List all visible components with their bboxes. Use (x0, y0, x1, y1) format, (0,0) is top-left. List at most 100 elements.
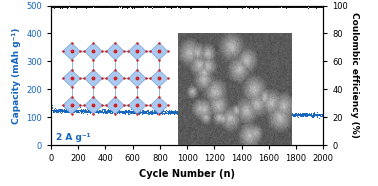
Point (265, 115, 271, 118)
Point (96, 109, 102, 112)
Point (280, 4, 287, 7)
Point (248, 111, 254, 114)
Point (142, 111, 148, 114)
Point (279, 4, 285, 7)
Point (296, 113, 302, 116)
Point (67, 111, 73, 114)
Point (212, 112, 218, 115)
Point (240, 110, 246, 113)
Point (234, 5, 240, 8)
Point (142, 4, 148, 7)
Point (301, 113, 307, 116)
Point (153, 109, 159, 112)
Point (182, 6, 188, 9)
Point (59, 5, 65, 8)
Point (91, 4, 97, 7)
Point (313, 113, 319, 116)
Point (65, 5, 71, 8)
Point (100, 112, 106, 115)
Point (263, 111, 270, 114)
Point (142, 5, 148, 8)
Point (70, 5, 76, 8)
Point (74, 4, 80, 7)
Point (87, 4, 93, 7)
Point (197, 111, 203, 114)
Point (209, 5, 215, 8)
Point (245, 112, 251, 115)
Point (319, 5, 325, 8)
Point (122, 5, 128, 8)
Point (124, 110, 130, 113)
Point (288, 112, 294, 115)
Point (245, 112, 251, 115)
Point (151, 108, 157, 111)
Point (271, 111, 277, 114)
Point (291, 112, 297, 115)
Point (303, 4, 309, 7)
Point (70, 110, 76, 113)
Point (189, 5, 195, 8)
Point (275, 113, 281, 116)
Point (94, 4, 101, 7)
Point (150, 4, 156, 7)
Point (166, 109, 172, 112)
Point (260, 113, 266, 116)
Point (302, 5, 308, 8)
Point (170, 110, 177, 113)
Point (140, 109, 146, 112)
Point (153, 5, 160, 8)
Point (88, 4, 94, 7)
Point (78, 111, 84, 114)
Point (251, 110, 257, 113)
Point (185, 110, 191, 113)
Point (100, 5, 106, 8)
Point (90, 109, 96, 112)
Point (249, 4, 255, 7)
Point (254, 5, 260, 8)
Point (266, 113, 273, 116)
Point (242, 4, 248, 7)
Point (286, 113, 292, 116)
Point (252, 110, 258, 113)
Point (83, 4, 89, 7)
Point (260, 113, 266, 116)
Point (190, 4, 196, 7)
Point (298, 113, 304, 116)
Point (217, 6, 223, 9)
Point (86, 109, 92, 112)
Point (95, 5, 101, 8)
Point (288, 5, 294, 8)
Point (255, 6, 261, 9)
Point (222, 110, 228, 113)
Point (170, 5, 177, 8)
Point (145, 111, 151, 114)
Point (232, 5, 238, 8)
Point (62, 109, 68, 112)
Point (186, 6, 192, 9)
Point (242, 4, 248, 7)
Point (295, 113, 301, 116)
Point (194, 111, 200, 114)
Point (209, 111, 215, 114)
Point (60, 4, 66, 7)
Point (246, 5, 253, 8)
Point (188, 112, 194, 115)
Point (208, 111, 214, 114)
Point (78, 110, 84, 113)
Point (72, 4, 78, 7)
Point (148, 110, 154, 113)
Point (212, 113, 218, 116)
Point (224, 5, 230, 8)
Point (94, 109, 101, 112)
Point (74, 5, 81, 8)
Point (180, 6, 186, 9)
Y-axis label: Capacity (mAh g⁻¹): Capacity (mAh g⁻¹) (12, 27, 20, 124)
Point (133, 111, 139, 114)
Point (212, 4, 218, 7)
Point (93, 5, 99, 8)
Point (134, 4, 140, 7)
Point (256, 112, 262, 115)
Point (97, 110, 103, 113)
Point (296, 5, 302, 8)
Point (177, 111, 183, 114)
